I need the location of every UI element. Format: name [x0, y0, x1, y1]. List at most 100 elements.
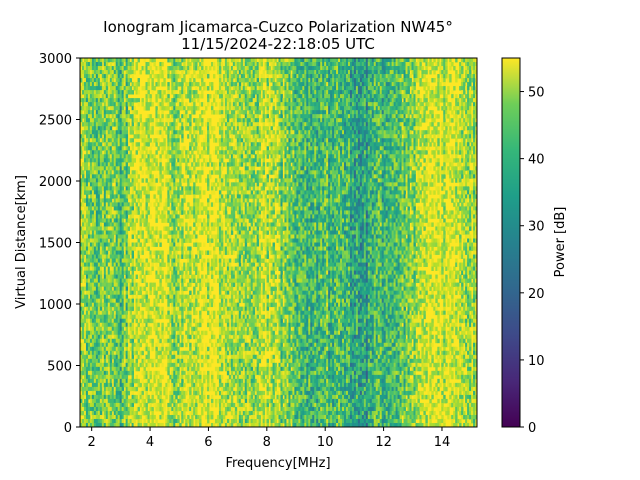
- heatmap-cell: [143, 86, 146, 91]
- heatmap-cell: [113, 142, 117, 147]
- heatmap-cell: [87, 302, 91, 308]
- heatmap-cell: [161, 414, 164, 420]
- heatmap-cell: [117, 338, 121, 344]
- heatmap-cell: [99, 362, 103, 368]
- heatmap-cell: [181, 86, 184, 91]
- heatmap-cell: [226, 178, 230, 183]
- heatmap-cell: [119, 250, 123, 255]
- heatmap-cell: [181, 90, 184, 95]
- heatmap-cell: [185, 110, 188, 115]
- heatmap-cell: [89, 402, 93, 408]
- heatmap-cell: [113, 202, 117, 207]
- heatmap-cell: [121, 166, 125, 171]
- heatmap-cell: [87, 278, 91, 284]
- heatmap-cell: [131, 258, 134, 263]
- heatmap-cell: [147, 86, 150, 91]
- heatmap-cell: [81, 138, 85, 143]
- heatmap-cell: [131, 402, 134, 408]
- heatmap-cell: [131, 174, 134, 179]
- heatmap-cell: [80, 262, 83, 267]
- heatmap-cell: [85, 78, 89, 83]
- heatmap-cell: [87, 314, 91, 320]
- heatmap-cell: [85, 362, 89, 368]
- heatmap-cell: [119, 102, 123, 107]
- heatmap-cell: [228, 158, 232, 163]
- heatmap-cell: [125, 326, 129, 332]
- heatmap-cell: [105, 302, 109, 308]
- heatmap-cell: [129, 386, 133, 392]
- heatmap-cell: [145, 394, 148, 400]
- heatmap-cell: [111, 346, 115, 352]
- heatmap-cell: [97, 158, 101, 163]
- heatmap-cell: [155, 258, 158, 263]
- heatmap-cell: [83, 178, 87, 183]
- heatmap-cell: [97, 354, 101, 360]
- heatmap-cell: [205, 346, 208, 352]
- heatmap-cell: [127, 58, 131, 63]
- heatmap-cell: [145, 334, 148, 340]
- heatmap-cell: [127, 422, 131, 427]
- heatmap-cell: [127, 350, 131, 356]
- heatmap-cell: [195, 142, 198, 147]
- heatmap-cell: [97, 330, 101, 336]
- heatmap-cell: [85, 102, 89, 107]
- heatmap-cell: [85, 282, 89, 288]
- heatmap-cell: [111, 166, 115, 171]
- heatmap-cell: [157, 146, 160, 151]
- heatmap-cell: [113, 338, 117, 344]
- heatmap-cell: [169, 118, 172, 123]
- heatmap-cell: [189, 258, 192, 263]
- heatmap-cell: [169, 198, 172, 203]
- heatmap-cell: [207, 138, 210, 143]
- heatmap-cell: [191, 74, 194, 79]
- heatmap-cell: [171, 110, 174, 115]
- heatmap-cell: [131, 306, 134, 312]
- heatmap-cell: [127, 170, 131, 175]
- heatmap-cell: [203, 394, 206, 400]
- heatmap-cell: [218, 126, 222, 131]
- heatmap-cell: [230, 150, 234, 155]
- heatmap-cell: [91, 322, 95, 328]
- heatmap-cell: [193, 326, 196, 332]
- heatmap-cell: [187, 202, 190, 207]
- heatmap-cell: [213, 422, 216, 427]
- heatmap-cell: [193, 262, 196, 267]
- heatmap-cell: [161, 110, 164, 115]
- heatmap-cell: [87, 346, 91, 352]
- heatmap-cell: [135, 410, 138, 416]
- heatmap-cell: [127, 194, 131, 199]
- heatmap-cell: [80, 226, 83, 231]
- heatmap-cell: [177, 230, 180, 235]
- heatmap-cell: [137, 418, 140, 424]
- heatmap-cell: [228, 138, 232, 143]
- heatmap-cell: [181, 174, 184, 179]
- heatmap-cell: [145, 342, 148, 348]
- heatmap-cell: [207, 210, 210, 215]
- heatmap-cell: [83, 382, 87, 388]
- heatmap-cell: [135, 286, 138, 292]
- heatmap-cell: [107, 418, 111, 424]
- heatmap-cell: [193, 126, 196, 131]
- heatmap-cell: [99, 114, 103, 119]
- heatmap-cell: [147, 174, 150, 179]
- heatmap-cell: [165, 182, 168, 187]
- heatmap-cell: [85, 306, 89, 312]
- heatmap-cell: [93, 366, 97, 372]
- heatmap-cell: [85, 402, 89, 408]
- heatmap-cell: [224, 258, 228, 263]
- heatmap-cell: [83, 206, 87, 211]
- heatmap-cell: [95, 138, 99, 143]
- heatmap-cell: [161, 294, 164, 300]
- heatmap-cell: [177, 310, 180, 316]
- heatmap-cell: [224, 270, 228, 275]
- heatmap-cell: [173, 190, 176, 195]
- heatmap-cell: [119, 398, 123, 404]
- heatmap-cell: [157, 314, 160, 320]
- heatmap-cell: [109, 282, 113, 288]
- heatmap-cell: [171, 394, 174, 400]
- heatmap-cell: [143, 278, 146, 284]
- heatmap-cell: [117, 222, 121, 227]
- heatmap-cell: [113, 378, 117, 384]
- heatmap-cell: [135, 194, 138, 199]
- heatmap-cell: [89, 326, 93, 332]
